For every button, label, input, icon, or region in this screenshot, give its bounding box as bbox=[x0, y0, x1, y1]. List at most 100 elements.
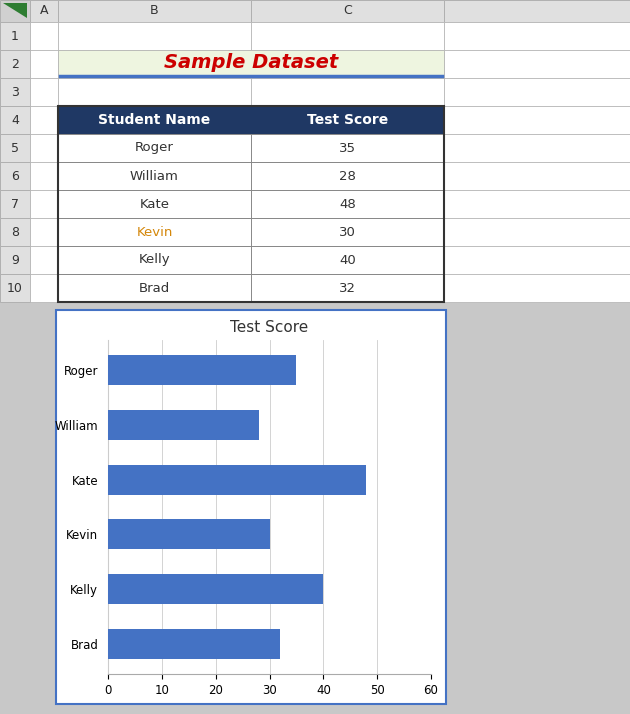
Bar bbox=[30, 106, 58, 134]
Bar bbox=[30, 162, 58, 190]
Bar bbox=[251, 134, 444, 162]
Bar bbox=[251, 246, 444, 274]
Bar bbox=[108, 574, 323, 604]
Bar bbox=[58, 274, 251, 302]
Bar bbox=[58, 78, 251, 106]
Bar bbox=[58, 106, 251, 134]
Bar bbox=[444, 22, 630, 50]
Bar bbox=[0, 190, 30, 218]
Bar bbox=[30, 0, 58, 22]
Bar bbox=[58, 246, 251, 274]
Bar bbox=[251, 0, 444, 22]
Text: Roger: Roger bbox=[135, 141, 174, 154]
Bar bbox=[444, 78, 630, 106]
Bar bbox=[444, 246, 630, 274]
Bar bbox=[444, 0, 630, 22]
Text: 6: 6 bbox=[11, 169, 19, 183]
Bar bbox=[444, 106, 630, 134]
Bar bbox=[58, 218, 251, 246]
Bar bbox=[58, 50, 444, 78]
Bar bbox=[444, 50, 630, 78]
Text: B: B bbox=[150, 4, 159, 18]
Bar bbox=[30, 190, 58, 218]
Text: 8: 8 bbox=[11, 226, 19, 238]
Bar bbox=[0, 162, 30, 190]
Bar bbox=[58, 0, 251, 22]
Bar bbox=[58, 106, 444, 302]
Title: Test Score: Test Score bbox=[231, 320, 309, 335]
Text: Kate: Kate bbox=[139, 198, 169, 211]
Text: 7: 7 bbox=[11, 198, 19, 211]
Text: Kelly: Kelly bbox=[139, 253, 170, 266]
Bar bbox=[30, 78, 58, 106]
Text: Test Score: Test Score bbox=[307, 113, 388, 127]
Text: 32: 32 bbox=[339, 281, 356, 294]
Text: Sample Dataset: Sample Dataset bbox=[164, 54, 338, 73]
Bar bbox=[0, 50, 30, 78]
Bar bbox=[58, 134, 444, 162]
Bar bbox=[30, 274, 58, 302]
Bar bbox=[30, 22, 58, 50]
Text: C: C bbox=[343, 4, 352, 18]
Bar bbox=[251, 190, 444, 218]
Bar bbox=[444, 218, 630, 246]
Bar bbox=[108, 465, 367, 495]
Text: 40: 40 bbox=[339, 253, 356, 266]
Bar bbox=[0, 22, 30, 50]
Bar bbox=[30, 50, 58, 78]
Text: A: A bbox=[40, 4, 49, 18]
Bar bbox=[58, 134, 251, 162]
Bar bbox=[56, 310, 446, 704]
Bar bbox=[108, 519, 270, 549]
Bar bbox=[251, 274, 444, 302]
Bar bbox=[58, 246, 444, 274]
Bar bbox=[0, 78, 30, 106]
Bar bbox=[108, 355, 297, 386]
Bar bbox=[58, 190, 444, 218]
Bar bbox=[58, 190, 251, 218]
Bar bbox=[444, 274, 630, 302]
Text: 2: 2 bbox=[11, 58, 19, 71]
Bar bbox=[58, 162, 251, 190]
Bar bbox=[0, 246, 30, 274]
Bar bbox=[444, 134, 630, 162]
Text: 35: 35 bbox=[339, 141, 356, 154]
Bar bbox=[58, 162, 444, 190]
Text: 1: 1 bbox=[11, 29, 19, 43]
Bar bbox=[251, 106, 444, 134]
Bar bbox=[58, 274, 444, 302]
Bar bbox=[0, 106, 30, 134]
Bar bbox=[444, 190, 630, 218]
Bar bbox=[251, 22, 444, 50]
Text: 5: 5 bbox=[11, 141, 19, 154]
Bar bbox=[58, 50, 251, 78]
Polygon shape bbox=[3, 3, 27, 18]
Text: 4: 4 bbox=[11, 114, 19, 126]
Bar bbox=[0, 0, 630, 302]
Bar bbox=[251, 218, 444, 246]
Text: 3: 3 bbox=[11, 86, 19, 99]
Text: Kevin: Kevin bbox=[136, 226, 173, 238]
Text: William: William bbox=[130, 169, 179, 183]
Text: 30: 30 bbox=[339, 226, 356, 238]
Bar bbox=[58, 218, 444, 246]
Bar bbox=[58, 22, 251, 50]
Bar bbox=[0, 218, 30, 246]
Bar bbox=[0, 274, 30, 302]
Text: 10: 10 bbox=[7, 281, 23, 294]
Bar bbox=[108, 410, 259, 440]
Bar bbox=[30, 134, 58, 162]
Bar bbox=[0, 0, 30, 22]
Text: 28: 28 bbox=[339, 169, 356, 183]
Text: 9: 9 bbox=[11, 253, 19, 266]
Bar bbox=[444, 162, 630, 190]
Bar bbox=[30, 218, 58, 246]
Bar bbox=[251, 162, 444, 190]
Bar bbox=[108, 629, 280, 659]
Text: Student Name: Student Name bbox=[98, 113, 210, 127]
Bar bbox=[30, 246, 58, 274]
Text: Brad: Brad bbox=[139, 281, 170, 294]
Text: 48: 48 bbox=[339, 198, 356, 211]
Bar bbox=[251, 50, 444, 78]
Bar bbox=[58, 106, 444, 134]
